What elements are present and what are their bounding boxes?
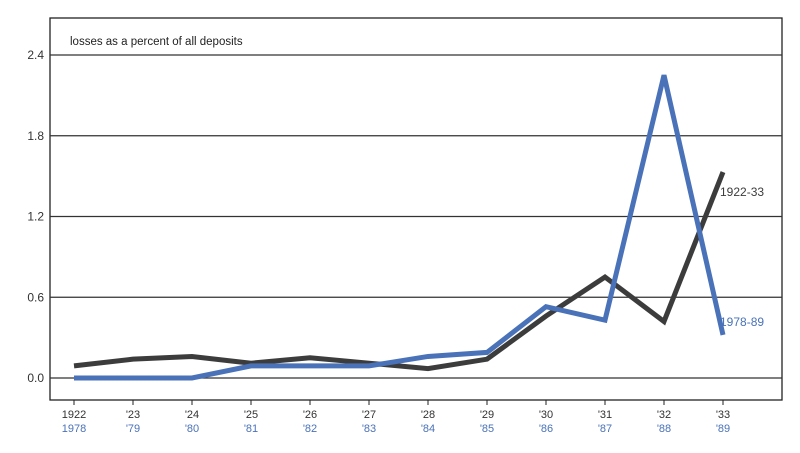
- y-axis-ticks: 0.0 0.6 1.2 1.8 2.4: [27, 48, 44, 385]
- x-tick-label-bottom: '88: [657, 423, 671, 435]
- x-tick-label-bottom: '83: [362, 423, 376, 435]
- series-line-1922-33: [73, 171, 726, 372]
- x-tick-label-top: '33: [716, 409, 730, 421]
- x-tick-label-bottom: '86: [539, 423, 553, 435]
- x-tick-label-top: '31: [598, 409, 612, 421]
- x-tick-label-bottom: '84: [421, 423, 435, 435]
- plot-frame: [49, 17, 783, 401]
- gridlines: [50, 54, 782, 379]
- x-tick-label-top: '27: [362, 409, 376, 421]
- x-tick-label-top: '26: [303, 409, 317, 421]
- x-tick-label-bottom: '80: [185, 423, 199, 435]
- y-tick-label: 2.4: [27, 48, 44, 62]
- x-tick-label-top: '29: [480, 409, 494, 421]
- y-tick-label: 0.0: [27, 371, 44, 385]
- x-axis-ticks: 1922 1978 '23 '79 '24 '80 '25 '81 '26 '82 '27 '83 '2…: [62, 400, 730, 435]
- x-tick-label-top: '28: [421, 409, 435, 421]
- y-axis-label: losses as a percent of all deposits: [70, 36, 243, 48]
- series-lines: [73, 74, 726, 381]
- series-label-1978-89: 1978-89: [720, 315, 764, 329]
- x-tick-label-top: 1922: [62, 409, 86, 421]
- x-tick-label-bottom: '79: [126, 423, 140, 435]
- x-tick-label-top: '25: [244, 409, 258, 421]
- y-tick-label: 1.2: [27, 210, 44, 224]
- x-tick-label-bottom: '81: [244, 423, 258, 435]
- x-tick-label-bottom: '87: [598, 423, 612, 435]
- x-tick-label-top: '32: [657, 409, 671, 421]
- series-label-1922-33: 1922-33: [720, 185, 764, 199]
- series-line-1978-89: [74, 74, 726, 381]
- y-tick-label: 0.6: [27, 290, 44, 304]
- x-tick-label-bottom: 1978: [62, 423, 86, 435]
- y-tick-label: 1.8: [27, 129, 44, 143]
- x-tick-label-bottom: '82: [303, 423, 317, 435]
- x-tick-label-top: '23: [126, 409, 140, 421]
- x-tick-label-bottom: '85: [480, 423, 494, 435]
- x-tick-label-top: '24: [185, 409, 199, 421]
- x-tick-label-bottom: '89: [716, 423, 730, 435]
- x-tick-label-top: '30: [539, 409, 553, 421]
